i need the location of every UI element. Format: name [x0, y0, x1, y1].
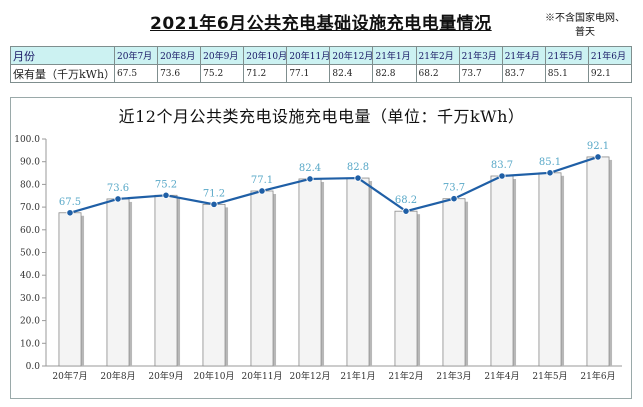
line-point — [498, 172, 506, 180]
y-tick-label: 100.0 — [14, 135, 40, 145]
data-label: 85.1 — [539, 157, 561, 168]
line-point — [546, 169, 554, 177]
y-tick-label: 0.0 — [26, 362, 41, 372]
bar — [490, 175, 514, 367]
bar — [394, 210, 418, 367]
x-tick-label: 20年7月 — [52, 370, 87, 382]
x-tick-label: 20年12月 — [290, 370, 331, 382]
value-cell: 92.1 — [587, 64, 633, 83]
line-point — [258, 187, 266, 195]
data-label: 73.7 — [443, 183, 465, 194]
data-label: 83.7 — [491, 160, 513, 171]
value-cell: 83.7 — [501, 64, 546, 83]
bar — [58, 212, 82, 367]
y-tick-label: 20.0 — [20, 317, 40, 327]
bar — [346, 177, 370, 367]
line-point — [66, 209, 74, 217]
bar — [586, 156, 610, 367]
value-label: 保有量（千万kWh） — [10, 64, 115, 83]
y-tick-label: 10.0 — [20, 339, 40, 349]
x-tick-label: 21年3月 — [436, 370, 471, 382]
chart-title: 近12个月公共类充电设施充电电量（单位：千万kWh） — [118, 107, 525, 126]
x-tick-label: 20年11月 — [242, 370, 283, 382]
data-label: 82.4 — [299, 163, 321, 174]
value-cell: 82.8 — [372, 64, 417, 83]
month-cell: 21年3月 — [458, 46, 503, 65]
series-line — [69, 155, 599, 214]
y-tick-label: 70.0 — [20, 203, 40, 213]
bar — [202, 203, 226, 367]
line-point — [210, 200, 218, 208]
month-cell: 20年11月 — [286, 46, 331, 65]
line-point — [354, 174, 362, 182]
bar — [106, 198, 130, 367]
x-tick-label: 21年2月 — [388, 370, 423, 382]
table-value-row: 保有量（千万kWh） 67.5 73.6 75.2 71.2 77.1 82.4… — [10, 64, 633, 83]
data-label: 77.1 — [251, 175, 273, 186]
y-tick-label: 50.0 — [20, 249, 40, 259]
data-label: 71.2 — [203, 188, 225, 199]
value-cell: 75.2 — [200, 64, 245, 83]
line-point — [162, 191, 170, 199]
y-tick-label: 80.0 — [20, 180, 40, 190]
month-cell: 21年6月 — [587, 46, 633, 65]
data-label: 73.6 — [107, 183, 129, 194]
x-tick-label: 21年1月 — [340, 370, 375, 382]
y-tick-label: 30.0 — [20, 294, 40, 304]
value-cell: 68.2 — [415, 64, 460, 83]
y-tick-label: 40.0 — [20, 271, 40, 281]
x-tick-label: 20年8月 — [100, 370, 135, 382]
data-label: 68.2 — [395, 195, 417, 206]
x-tick-label: 20年10月 — [194, 370, 235, 382]
month-cell: 20年8月 — [157, 46, 202, 65]
line-point — [402, 207, 410, 215]
month-cell: 20年12月 — [329, 46, 374, 65]
bar — [298, 178, 322, 367]
x-tick-label: 21年5月 — [532, 370, 567, 382]
header-label: 月份 — [10, 46, 115, 65]
bar — [442, 198, 466, 367]
x-tick-label: 20年9月 — [148, 370, 183, 382]
note: ※不含国家电网、 普天 — [532, 12, 638, 40]
table-header-row: 月份 20年7月 20年8月 20年9月 20年10月 20年11月 20年12… — [10, 46, 633, 65]
bar — [154, 194, 178, 367]
line-point — [114, 195, 122, 203]
bar — [250, 190, 274, 367]
line-point — [306, 175, 314, 183]
chart-frame — [10, 97, 632, 399]
line-point — [450, 195, 458, 203]
x-tick-label: 21年6月 — [580, 370, 615, 382]
line-point — [594, 153, 602, 161]
note-line-2: 普天 — [575, 27, 595, 38]
y-tick-label: 90.0 — [20, 158, 40, 168]
data-label: 67.5 — [59, 197, 81, 208]
data-label: 92.1 — [587, 141, 609, 152]
y-tick-label: 60.0 — [20, 226, 40, 236]
month-cell: 21年2月 — [415, 46, 460, 65]
data-label: 82.8 — [347, 162, 369, 173]
page-title: 2021年6月公共充电基础设施充电电量情况 — [150, 14, 492, 34]
bar — [538, 172, 562, 367]
note-line-1: ※不含国家电网、 — [545, 13, 625, 24]
x-tick-label: 21年4月 — [484, 370, 519, 382]
data-label: 75.2 — [155, 179, 177, 190]
summary-table: 月份 20年7月 20年8月 20年9月 20年10月 20年11月 20年12… — [10, 46, 633, 83]
